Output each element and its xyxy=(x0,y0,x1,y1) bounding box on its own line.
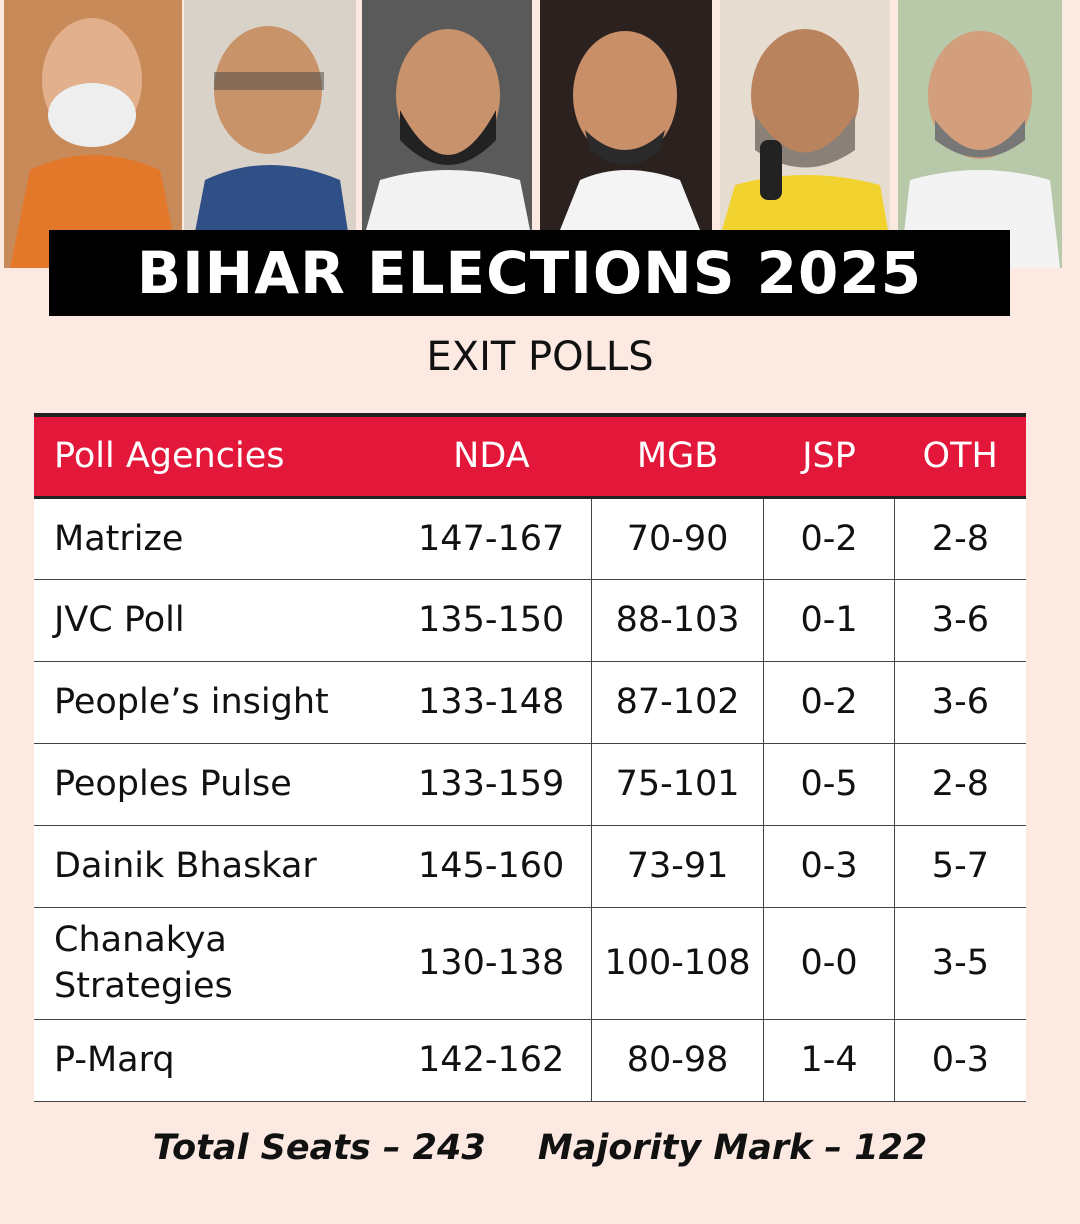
seat-range-cell: 5-7 xyxy=(893,825,1026,908)
column-header: OTH xyxy=(922,436,998,477)
portrait xyxy=(362,0,532,230)
seat-range-cell: 142-162 xyxy=(391,1019,592,1102)
table-body: Matrize 147-167 70-90 0-2 2-8 JVC Poll 135-150… xyxy=(34,497,1026,1102)
table-row: Chanakya Strategies 130-138 100-108 0-0 3-5 xyxy=(34,907,1026,1020)
seat-range-cell: 100-108 xyxy=(590,907,764,1020)
seat-range-cell: 0-1 xyxy=(763,579,895,662)
poll-table: Poll Agencies NDA MGB JSP OTH Matrize 147-167… xyxy=(34,413,1026,1102)
seat-range-cell: 88-103 xyxy=(590,579,764,662)
agency-cell: Peoples Pulse xyxy=(34,743,392,826)
header-row: Poll Agencies NDA MGB JSP OTH xyxy=(34,415,1026,497)
table-row: Dainik Bhaskar 145-160 73-91 0-3 5-7 xyxy=(34,825,1026,908)
portrait xyxy=(898,0,1062,268)
table-header: Poll Agencies NDA MGB JSP OTH xyxy=(34,415,1026,497)
seat-range-cell: 1-4 xyxy=(763,1019,895,1102)
seat-range-cell: 3-6 xyxy=(893,661,1026,744)
seat-range-cell: 133-159 xyxy=(391,743,592,826)
seat-range-cell: 73-91 xyxy=(590,825,764,908)
portrait xyxy=(4,0,182,268)
seat-range-cell: 133-148 xyxy=(391,661,592,744)
portrait xyxy=(540,0,712,230)
seat-range-cell: 0-5 xyxy=(763,743,895,826)
seat-range-cell: 145-160 xyxy=(391,825,592,908)
seat-range-cell: 130-138 xyxy=(391,907,592,1020)
seat-range-cell: 3-5 xyxy=(893,907,1026,1020)
table-row: People’s insight 133-148 87-102 0-2 3-6 xyxy=(34,661,1026,744)
agency-cell: JVC Poll xyxy=(34,579,392,662)
footer: Total Seats – 243 Majority Mark – 122 xyxy=(0,1128,1080,1168)
portrait-strip xyxy=(4,0,1062,268)
title-banner: BIHAR ELECTIONS 2025 xyxy=(49,230,1010,316)
seat-range-cell: 0-3 xyxy=(763,825,895,908)
table-row: P-Marq 142-162 80-98 1-4 0-3 xyxy=(34,1019,1026,1102)
agency-cell: P-Marq xyxy=(34,1019,392,1102)
agency-cell: People’s insight xyxy=(34,661,392,744)
column-header: MGB xyxy=(636,436,719,477)
table-row: Matrize 147-167 70-90 0-2 2-8 xyxy=(34,497,1026,580)
title: BIHAR ELECTIONS 2025 xyxy=(136,239,923,307)
portrait xyxy=(720,0,890,230)
seat-range-cell: 2-8 xyxy=(893,497,1026,580)
seat-range-cell: 75-101 xyxy=(590,743,764,826)
seat-range-cell: 2-8 xyxy=(893,743,1026,826)
portrait xyxy=(184,0,356,258)
agency-cell: Chanakya Strategies xyxy=(34,907,392,1020)
subtitle: EXIT POLLS xyxy=(426,334,654,380)
seat-range-cell: 0-2 xyxy=(763,497,895,580)
seat-range-cell: 0-3 xyxy=(893,1019,1026,1102)
seat-range-cell: 87-102 xyxy=(590,661,764,744)
seat-range-cell: 0-0 xyxy=(763,907,895,1020)
seat-range-cell: 80-98 xyxy=(590,1019,764,1102)
seat-range-cell: 0-2 xyxy=(763,661,895,744)
column-header: NDA xyxy=(453,436,530,477)
agency-cell: Dainik Bhaskar xyxy=(34,825,392,908)
seat-range-cell: 3-6 xyxy=(893,579,1026,662)
seat-range-cell: 147-167 xyxy=(391,497,592,580)
majority-mark: Majority Mark – 122 xyxy=(537,1128,928,1168)
table-row: JVC Poll 135-150 88-103 0-1 3-6 xyxy=(34,579,1026,662)
seat-range-cell: 70-90 xyxy=(590,497,764,580)
seat-range-cell: 135-150 xyxy=(391,579,592,662)
column-header: Poll Agencies xyxy=(54,436,285,477)
agency-cell: Matrize xyxy=(34,497,392,580)
total-seats: Total Seats – 243 xyxy=(152,1128,486,1168)
column-header: JSP xyxy=(802,436,856,477)
table-row: Peoples Pulse 133-159 75-101 0-5 2-8 xyxy=(34,743,1026,826)
